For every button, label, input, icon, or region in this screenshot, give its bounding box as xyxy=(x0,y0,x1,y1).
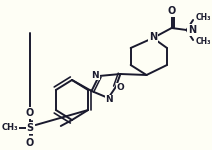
Text: O: O xyxy=(26,108,34,118)
Text: CH₃: CH₃ xyxy=(196,14,211,22)
Text: CH₃: CH₃ xyxy=(1,123,18,132)
Text: S: S xyxy=(26,123,34,133)
Text: N: N xyxy=(188,25,197,35)
Text: O: O xyxy=(117,84,124,93)
Text: O: O xyxy=(167,6,176,16)
Text: CH₃: CH₃ xyxy=(196,38,211,46)
Text: N: N xyxy=(91,70,99,80)
Text: N: N xyxy=(149,32,157,42)
Text: N: N xyxy=(105,96,113,105)
Text: O: O xyxy=(26,138,34,148)
